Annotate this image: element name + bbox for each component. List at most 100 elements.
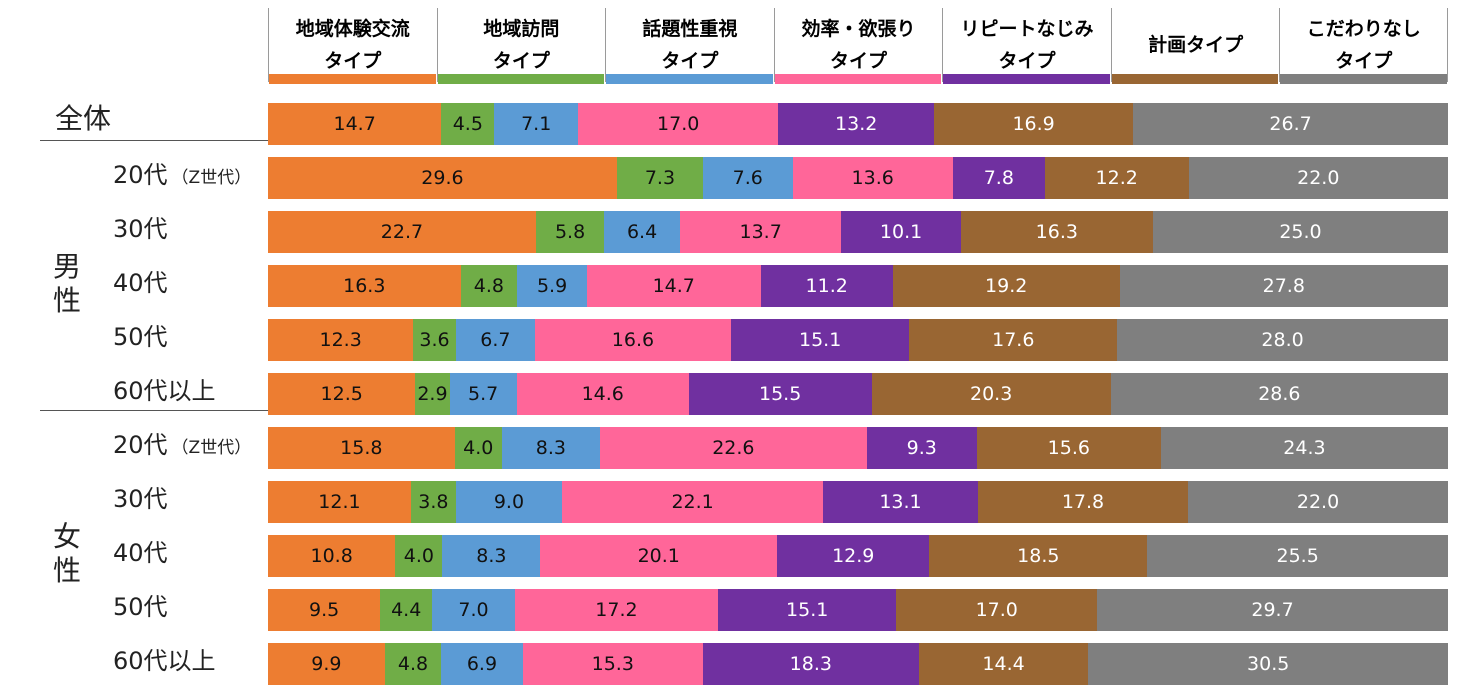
bar-segment: 11.2 xyxy=(760,265,893,307)
legend-color-strip xyxy=(774,74,942,84)
bar-row: 9.5 4.4 7.0 17.2 15.1 17.0 29.7 xyxy=(268,589,1448,631)
bar-segment: 16.6 xyxy=(534,319,731,361)
bar-segment: 28.0 xyxy=(1117,319,1448,361)
bar-row: 29.6 7.3 7.6 13.6 7.8 12.2 22.0 xyxy=(268,157,1448,199)
bar-segment: 14.7 xyxy=(268,103,442,145)
group-label-char: 性 xyxy=(52,554,81,587)
row-label: 30代 xyxy=(113,209,168,244)
bar-segment: 2.9 xyxy=(415,373,450,415)
legend-label: 話題性重視 タイプ xyxy=(642,18,738,72)
bar-segment: 30.5 xyxy=(1088,643,1448,685)
bar-segment: 3.6 xyxy=(413,319,456,361)
bar-row: 15.8 4.0 8.3 22.6 9.3 15.6 24.3 xyxy=(268,427,1448,469)
bar-segment: 14.7 xyxy=(586,265,761,307)
row-label-text: 50代 xyxy=(113,593,168,621)
bar-segment: 28.6 xyxy=(1110,373,1448,415)
legend-header-4: 効率・欲張り タイプ xyxy=(773,8,943,82)
bar-row: 22.7 5.8 6.4 13.7 10.1 16.3 25.0 xyxy=(268,211,1448,253)
bar-segment: 29.6 xyxy=(268,157,617,199)
bar-segment: 15.3 xyxy=(522,643,703,685)
group-label-male: 男性 xyxy=(50,250,84,318)
legend-label: リピートなじみ タイプ xyxy=(960,18,1094,72)
bar-row: 14.7 4.5 7.1 17.0 13.2 16.9 26.7 xyxy=(268,103,1448,145)
bar-segment: 7.1 xyxy=(494,103,579,145)
bar-segment: 10.1 xyxy=(841,211,961,253)
bar-segment: 5.7 xyxy=(449,373,517,415)
bar-segment: 22.6 xyxy=(599,427,867,469)
bar-segment: 25.5 xyxy=(1147,535,1448,577)
row-label-text: 60代以上 xyxy=(113,377,216,405)
bar-segment: 17.0 xyxy=(896,589,1098,631)
legend-header-7: こだわりなし タイプ xyxy=(1279,8,1448,82)
bar-segment: 6.9 xyxy=(441,643,523,685)
row-label: 60代以上 xyxy=(113,371,216,406)
bar-segment: 16.9 xyxy=(934,103,1134,145)
bar-row: 12.3 3.6 6.7 16.6 15.1 17.6 28.0 xyxy=(268,319,1448,361)
bar-segment: 22.0 xyxy=(1188,157,1448,199)
bar-segment: 5.9 xyxy=(517,265,587,307)
row-label: 40代 xyxy=(113,263,168,298)
row-label-text: 30代 xyxy=(113,485,168,513)
bar-segment: 4.0 xyxy=(395,535,443,577)
bar-segment: 16.3 xyxy=(960,211,1153,253)
bar-segment: 4.8 xyxy=(384,643,442,685)
row-label: 20代 （Z世代） xyxy=(113,425,251,460)
bar-segment: 12.9 xyxy=(777,535,930,577)
bar-segment: 13.7 xyxy=(679,211,842,253)
bar-segment: 16.3 xyxy=(268,265,461,307)
bar-segment: 4.5 xyxy=(441,103,495,145)
row-label: 50代 xyxy=(113,587,168,622)
bar-segment: 5.8 xyxy=(535,211,605,253)
row-label: 20代 （Z世代） xyxy=(113,155,251,190)
legend-color-strip xyxy=(1111,74,1279,84)
row-label: 60代以上 xyxy=(113,641,216,676)
legend-header-3: 話題性重視 タイプ xyxy=(605,8,774,82)
bar-segment: 27.8 xyxy=(1119,265,1448,307)
bar-segment: 18.3 xyxy=(702,643,919,685)
group-label-female: 女性 xyxy=(50,520,84,588)
bar-segment: 9.5 xyxy=(268,589,381,631)
bar-segment: 17.6 xyxy=(909,319,1118,361)
legend-label: 地域訪問 タイプ xyxy=(483,18,560,72)
row-label-text: 20代 xyxy=(113,431,168,459)
legend-color-strip xyxy=(943,74,1110,84)
bar-segment: 4.8 xyxy=(460,265,518,307)
group-label-char: 性 xyxy=(52,284,81,317)
bar-segment: 3.8 xyxy=(410,481,456,523)
bar-segment: 14.4 xyxy=(918,643,1089,685)
legend-color-strip xyxy=(269,74,436,84)
bar-segment: 12.3 xyxy=(268,319,414,361)
bar-segment: 22.7 xyxy=(268,211,536,253)
row-label: 全体 xyxy=(55,102,112,135)
row-label-text: 50代 xyxy=(113,323,168,351)
bar-segment: 22.1 xyxy=(562,481,824,523)
bar-segment: 25.0 xyxy=(1152,211,1448,253)
bar-segment: 15.6 xyxy=(976,427,1161,469)
bar-segment: 6.7 xyxy=(455,319,535,361)
bar-segment: 7.3 xyxy=(616,157,703,199)
legend-header-2: 地域訪問 タイプ xyxy=(436,8,606,82)
bar-segment: 9.9 xyxy=(268,643,385,685)
bar-segment: 8.3 xyxy=(501,427,600,469)
bar-segment: 17.8 xyxy=(977,481,1189,523)
bar-segment: 15.5 xyxy=(688,373,872,415)
bar-segment: 12.2 xyxy=(1044,157,1189,199)
bar-segment: 15.8 xyxy=(268,427,455,469)
bar-segment: 18.5 xyxy=(929,535,1148,577)
row-label: 40代 xyxy=(113,533,168,568)
bar-row: 12.5 2.9 5.7 14.6 15.5 20.3 28.6 xyxy=(268,373,1448,415)
legend-label: こだわりなし タイプ xyxy=(1306,18,1421,72)
legend-color-strip xyxy=(437,74,605,84)
bar-segment: 13.6 xyxy=(792,157,953,199)
bar-row: 16.3 4.8 5.9 14.7 11.2 19.2 27.8 xyxy=(268,265,1448,307)
bar-segment: 24.3 xyxy=(1160,427,1448,469)
row-label: 30代 xyxy=(113,479,168,514)
row-label-text: 40代 xyxy=(113,269,168,297)
legend-color-strip xyxy=(1280,74,1447,84)
bar-segment: 17.0 xyxy=(578,103,779,145)
group-separator xyxy=(40,140,268,141)
legend-label: 計画タイプ xyxy=(1148,34,1244,56)
bar-segment: 9.3 xyxy=(866,427,977,469)
bar-segment: 6.4 xyxy=(604,211,680,253)
